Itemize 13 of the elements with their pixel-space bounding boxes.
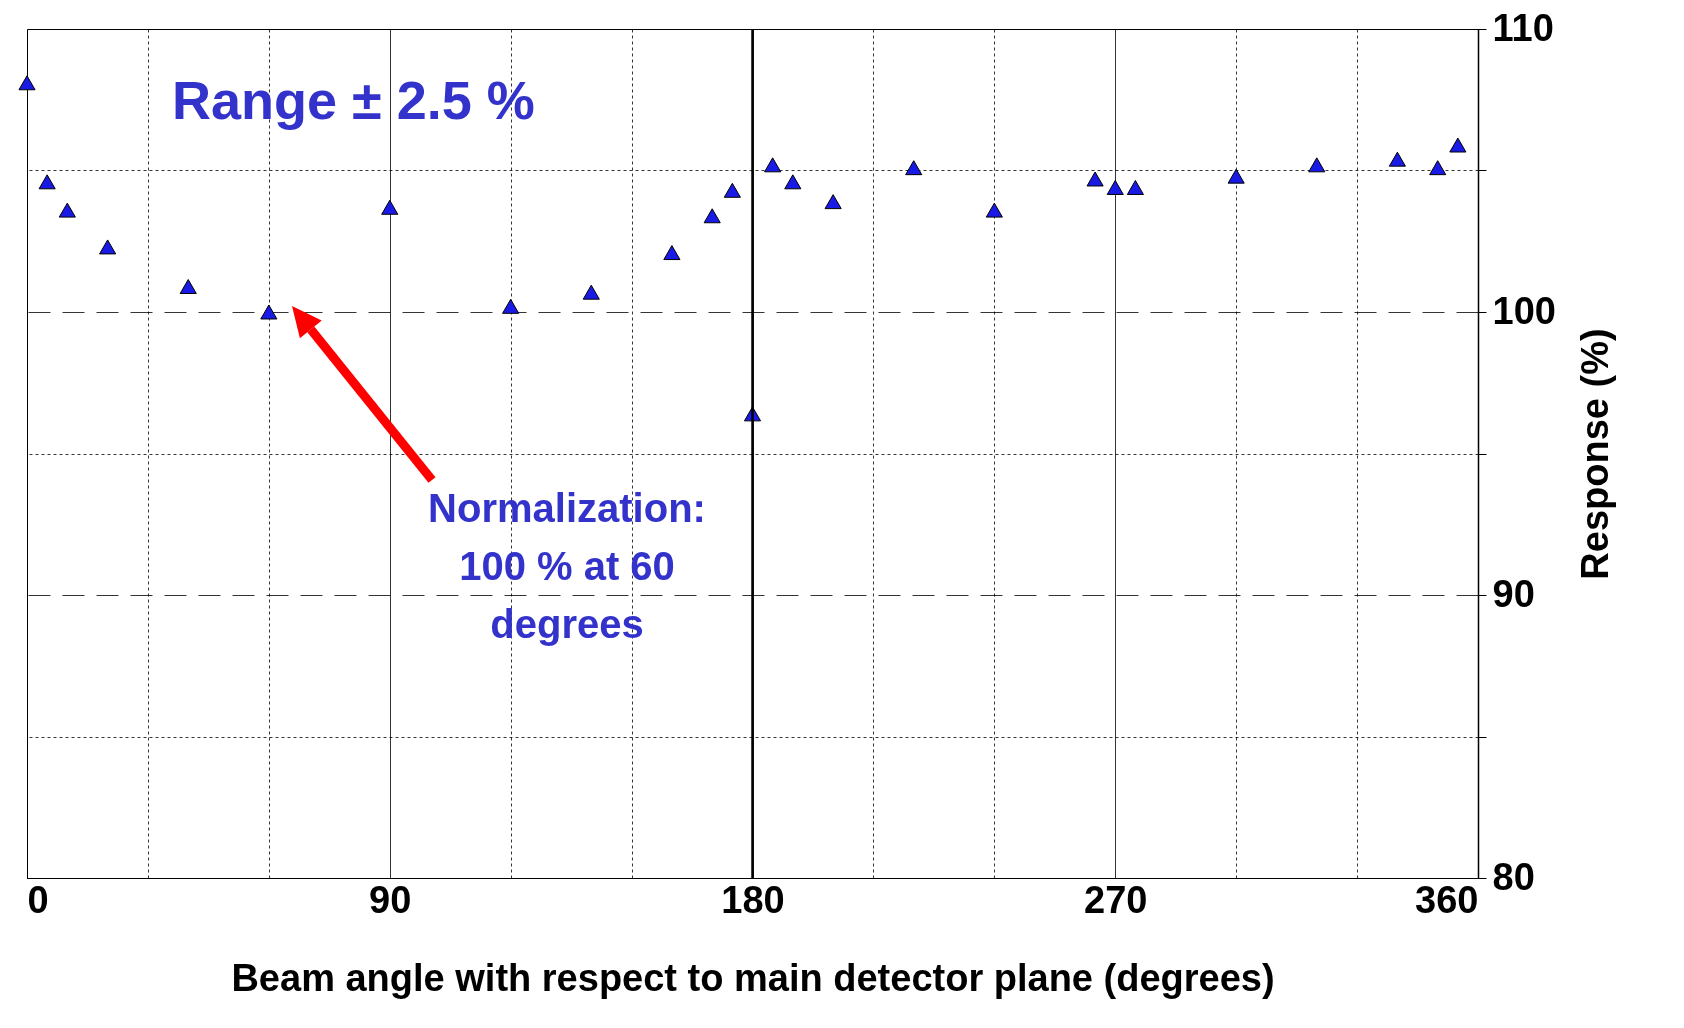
x-tick-label: 360 — [1415, 878, 1479, 921]
y-tick-label: 80 — [1492, 855, 1535, 898]
x-tick-label: 0 — [27, 878, 49, 921]
annotation: Range ± 2.5 % — [172, 70, 535, 130]
y-tick-label: 90 — [1492, 572, 1535, 615]
x-tick-label: 90 — [369, 878, 412, 921]
x-tick-label: 270 — [1084, 878, 1148, 921]
annotation: Normalization: 100 % at 60 degrees — [428, 486, 706, 646]
x-tick-label: 180 — [721, 878, 785, 921]
y-tick-label: 110 — [1492, 6, 1554, 49]
x-axis-title: Beam angle with respect to main detector plane (degrees) — [231, 956, 1275, 999]
y-tick-label: 100 — [1492, 289, 1556, 332]
y-axis-title: Response (%) — [1573, 328, 1616, 580]
